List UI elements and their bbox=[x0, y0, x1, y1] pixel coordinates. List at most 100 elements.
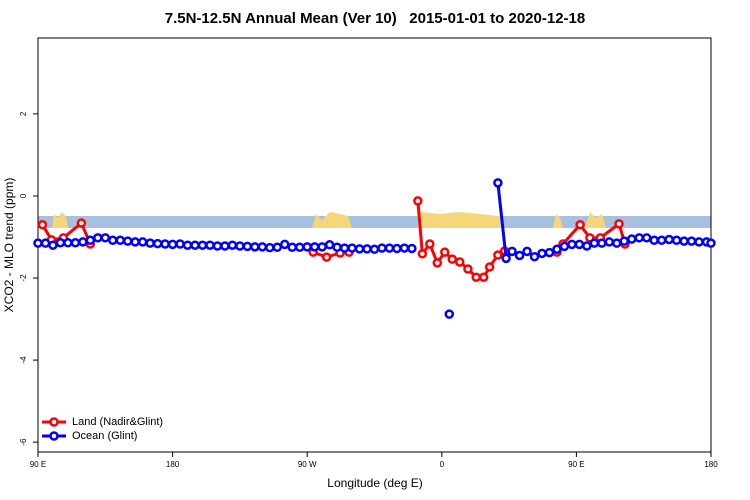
data-point bbox=[493, 250, 503, 260]
data-point bbox=[197, 240, 208, 250]
data-point bbox=[589, 238, 600, 248]
data-point bbox=[137, 237, 148, 247]
data-point bbox=[205, 240, 215, 250]
data-point bbox=[369, 244, 380, 255]
data-point bbox=[478, 272, 489, 282]
data-point bbox=[321, 252, 332, 262]
data-point bbox=[37, 219, 48, 230]
data-point bbox=[656, 235, 667, 246]
y-axis-label: XCO2 - MLO trend (ppm) bbox=[2, 178, 16, 313]
data-point bbox=[484, 262, 495, 272]
data-point bbox=[454, 257, 465, 267]
data-point bbox=[575, 219, 585, 230]
data-point bbox=[287, 242, 297, 253]
data-point bbox=[302, 242, 312, 252]
data-point bbox=[257, 242, 268, 252]
data-point bbox=[471, 272, 481, 282]
x-tick-label: 90 W bbox=[298, 460, 317, 469]
data-point bbox=[604, 237, 615, 247]
data-point bbox=[626, 234, 637, 244]
data-point bbox=[235, 241, 245, 251]
data-point bbox=[392, 243, 402, 254]
y-tick-label: -4 bbox=[19, 356, 28, 364]
data-point bbox=[63, 237, 73, 248]
data-point bbox=[362, 244, 372, 254]
chart-title: 7.5N-12.5N Annual Mean (Ver 10) 2015-01-… bbox=[165, 10, 585, 27]
data-point bbox=[227, 240, 238, 250]
data-point bbox=[634, 233, 644, 243]
data-point bbox=[280, 239, 290, 250]
legend-label: Ocean (Glint) bbox=[72, 430, 137, 442]
data-point bbox=[175, 239, 185, 249]
data-point bbox=[671, 235, 682, 246]
land-patches bbox=[52, 212, 606, 228]
y-tick-label: 0 bbox=[19, 193, 28, 198]
data-point bbox=[493, 178, 503, 188]
data-point bbox=[160, 239, 170, 249]
data-point bbox=[317, 242, 327, 252]
data-point bbox=[182, 240, 193, 250]
data-point bbox=[529, 251, 540, 262]
data-point bbox=[40, 238, 51, 248]
data-point bbox=[552, 244, 562, 255]
data-point bbox=[122, 236, 133, 246]
data-point bbox=[582, 241, 592, 251]
data-point bbox=[413, 196, 423, 206]
data-point bbox=[417, 249, 428, 259]
data-point bbox=[384, 243, 395, 253]
data-point bbox=[463, 264, 473, 274]
data-point bbox=[100, 233, 111, 243]
data-point bbox=[339, 243, 350, 253]
data-point bbox=[537, 248, 547, 259]
data-point bbox=[332, 242, 342, 253]
data-point bbox=[145, 238, 155, 248]
data-point bbox=[324, 240, 335, 250]
data-point bbox=[33, 238, 43, 248]
data-point bbox=[167, 239, 178, 250]
data-point bbox=[354, 244, 365, 254]
y-tick-label: -6 bbox=[19, 438, 28, 446]
data-point bbox=[294, 242, 305, 253]
data-point bbox=[432, 258, 443, 268]
y-tick-label: -2 bbox=[19, 274, 28, 282]
data-point bbox=[440, 247, 450, 257]
data-point bbox=[567, 239, 577, 250]
data-point bbox=[242, 241, 253, 252]
data-point bbox=[265, 242, 275, 253]
legend-marker bbox=[49, 417, 59, 427]
data-point bbox=[55, 237, 66, 248]
x-tick-label: 0 bbox=[440, 460, 445, 469]
data-point bbox=[679, 236, 689, 246]
data-point bbox=[85, 235, 96, 246]
data-point bbox=[108, 235, 118, 246]
data-point bbox=[559, 241, 570, 252]
data-point bbox=[501, 253, 511, 264]
data-point bbox=[212, 241, 223, 251]
data-point bbox=[309, 242, 320, 252]
data-point bbox=[425, 239, 435, 249]
data-point bbox=[544, 247, 555, 258]
x-axis-label: Longitude (deg E) bbox=[327, 476, 422, 490]
data-point bbox=[93, 233, 103, 243]
x-tick-label: 90 E bbox=[568, 460, 584, 469]
data-point bbox=[76, 218, 87, 228]
data-point bbox=[70, 237, 81, 248]
data-point bbox=[130, 237, 140, 247]
y-tick-label: 2 bbox=[19, 111, 28, 116]
data-point bbox=[614, 219, 624, 229]
data-point bbox=[78, 237, 88, 247]
data-point bbox=[347, 243, 357, 253]
data-point bbox=[619, 236, 630, 246]
data-point bbox=[444, 309, 455, 319]
data-point bbox=[377, 243, 387, 253]
data-point bbox=[272, 242, 283, 253]
data-point bbox=[597, 238, 607, 248]
data-point bbox=[507, 246, 517, 257]
data-point bbox=[612, 238, 622, 248]
data-point bbox=[514, 250, 525, 261]
data-point bbox=[48, 240, 58, 250]
ocean-band bbox=[38, 216, 711, 228]
data-point bbox=[574, 239, 585, 250]
data-point bbox=[115, 235, 126, 246]
